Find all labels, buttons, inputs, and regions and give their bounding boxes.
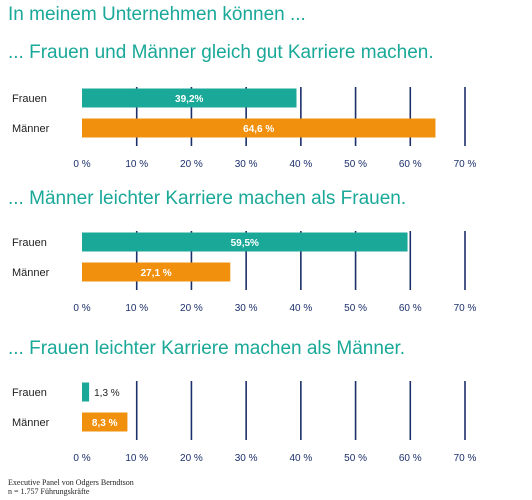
bar	[82, 88, 297, 108]
x-tick-label: 50 %	[344, 159, 367, 170]
x-tick-label: 10 %	[125, 453, 148, 464]
x-tick-label: 50 %	[344, 303, 367, 314]
panel-title-1: ... Frauen und Männer gleich gut Karrier…	[8, 42, 434, 63]
x-tick-label: 30 %	[235, 159, 258, 170]
x-tick-label: 50 %	[344, 453, 367, 464]
value-label: 64,6 %	[243, 124, 274, 135]
x-tick-label: 10 %	[125, 303, 148, 314]
footer: Executive Panel von Odgers Berndtson n =…	[8, 478, 134, 496]
x-tick-label: 0 %	[73, 303, 90, 314]
category-label: Männer	[12, 123, 50, 135]
footer-sample-size: n = 1.757 Führungskräfte	[8, 487, 90, 496]
value-label: 8,3 %	[92, 418, 118, 429]
bar-chart-1: 0 % 10 % 20 % 30 % 40 % 50 % 60 % 70 % Frauen 39,…	[12, 87, 477, 170]
category-label: Frauen	[12, 387, 47, 399]
x-tick-label: 60 %	[399, 159, 422, 170]
x-tick-label: 20 %	[180, 303, 203, 314]
x-tick-label: 70 %	[454, 453, 477, 464]
panel-title-3: ... Frauen leichter Karriere machen als …	[8, 338, 406, 359]
bar	[82, 118, 436, 138]
bar-chart-2: 0 % 10 % 20 % 30 % 40 % 50 % 60 % 70 % Frauen 59,…	[12, 231, 477, 314]
value-label: 39,2%	[175, 94, 203, 105]
bar	[82, 262, 231, 282]
x-tick-label: 30 %	[235, 453, 258, 464]
panel-title-2: ... Männer leichter Karriere machen als …	[8, 188, 407, 209]
bar-chart-3: 0 % 10 % 20 % 30 % 40 % 50 % 60 % 70 % Frauen 1,3…	[12, 381, 477, 464]
value-label: 27,1 %	[141, 268, 172, 279]
x-tick-label: 40 %	[289, 453, 312, 464]
value-label: 59,5%	[231, 238, 259, 249]
x-tick-label: 60 %	[399, 303, 422, 314]
footer-source: Executive Panel von Odgers Berndtson	[8, 478, 134, 487]
category-label: Frauen	[12, 237, 47, 249]
main-title: In meinem Unternehmen können ...	[8, 4, 306, 25]
x-tick-label: 0 %	[73, 453, 90, 464]
x-tick-label: 40 %	[289, 159, 312, 170]
x-tick-label: 20 %	[180, 159, 203, 170]
category-label: Männer	[12, 267, 50, 279]
category-label: Frauen	[12, 93, 47, 105]
x-tick-label: 0 %	[73, 159, 90, 170]
bar	[82, 232, 408, 252]
x-tick-label: 40 %	[289, 303, 312, 314]
bar	[82, 382, 90, 402]
x-tick-label: 20 %	[180, 453, 203, 464]
x-tick-label: 10 %	[125, 159, 148, 170]
x-tick-label: 70 %	[454, 159, 477, 170]
x-tick-label: 60 %	[399, 453, 422, 464]
bar	[82, 412, 128, 432]
category-label: Männer	[12, 417, 50, 429]
x-tick-label: 70 %	[454, 303, 477, 314]
x-tick-label: 30 %	[235, 303, 258, 314]
value-label: 1,3 %	[94, 388, 120, 399]
